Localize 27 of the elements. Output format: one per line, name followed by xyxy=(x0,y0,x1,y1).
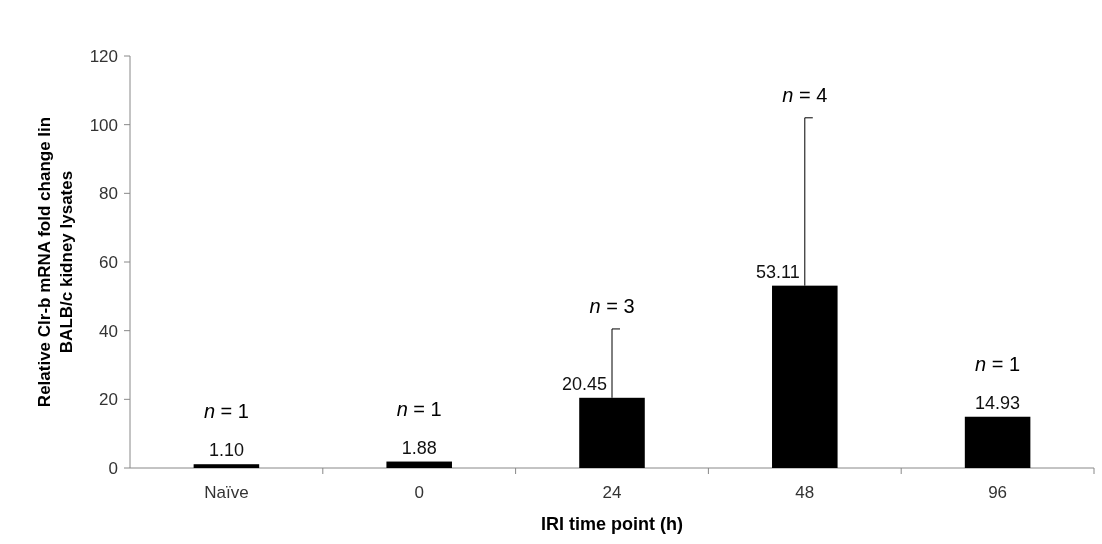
y-tick-label: 120 xyxy=(89,46,118,66)
x-tick-label: 48 xyxy=(795,483,815,502)
annotation: n = 3 xyxy=(589,294,635,317)
data-label: 14.93 xyxy=(975,392,1021,413)
bar xyxy=(964,416,1031,468)
x-tick-label: 24 xyxy=(602,483,622,502)
y-axis-title: Relative Clr-b mRNA fold change Iin BALB/c kidney lysates xyxy=(35,116,76,408)
bar xyxy=(193,464,260,468)
annotation: n = 4 xyxy=(782,83,828,106)
bar xyxy=(386,461,452,468)
x-tick-label: Naïve xyxy=(204,483,249,502)
data-label: 20.45 xyxy=(561,373,607,394)
y-tick-label: 40 xyxy=(99,321,118,341)
data-label: 1.88 xyxy=(401,437,437,458)
y-tick-label: 20 xyxy=(99,390,118,410)
x-axis-title: IRI time point (h) xyxy=(541,514,683,534)
x-tick-label: 0 xyxy=(414,483,424,502)
data-label: 1.10 xyxy=(208,440,244,461)
annotation: n = 1 xyxy=(203,400,249,423)
annotation: n = 1 xyxy=(975,352,1021,375)
y-tick-label: 100 xyxy=(89,115,118,135)
x-tick-label: 96 xyxy=(988,483,1008,502)
y-tick-label: 60 xyxy=(99,252,118,272)
annotation: n = 1 xyxy=(396,397,442,420)
data-label: 53.11 xyxy=(756,261,800,282)
y-tick-label: 0 xyxy=(108,458,118,478)
y-tick-label: 80 xyxy=(99,184,118,204)
